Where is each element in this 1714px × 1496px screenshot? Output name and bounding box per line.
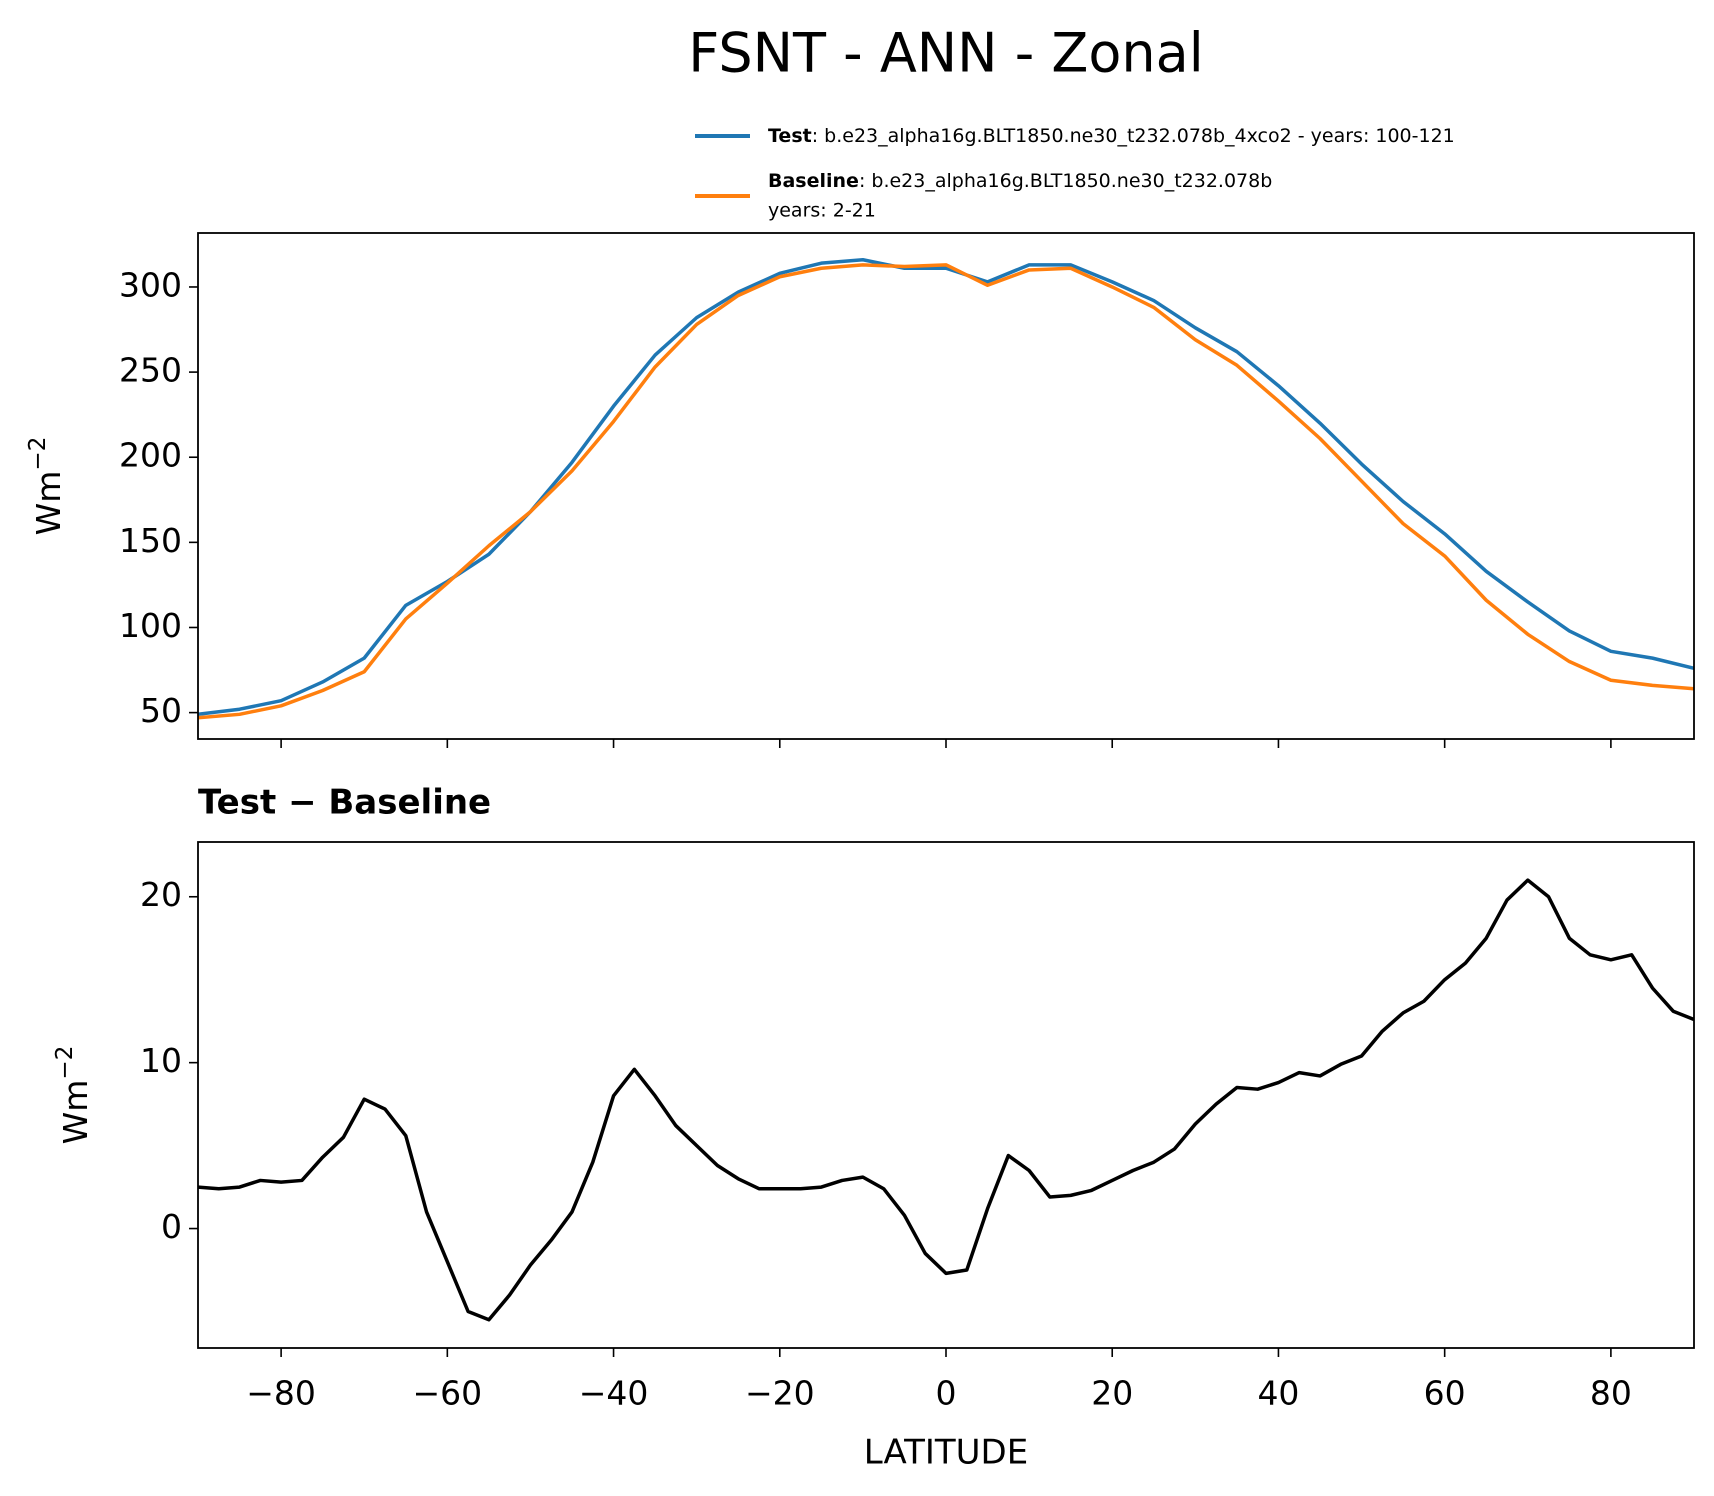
y-axis-label-base: Wm (29, 471, 68, 536)
x-tick-label: −80 (246, 1374, 316, 1413)
figure-title: FSNT - ANN - Zonal (688, 22, 1203, 85)
y-tick-label: 20 (140, 875, 182, 914)
legend-label: Test: b.e23_alpha16g.BLT1850.ne30_t232.0… (768, 125, 1455, 147)
x-tick-label: 20 (1091, 1374, 1133, 1413)
legend-label: Baseline: b.e23_alpha16g.BLT1850.ne30_t2… (768, 170, 1272, 192)
data-line (198, 878, 1694, 1322)
axes-frame (197, 841, 1695, 1349)
legend-description: : b.e23_alpha16g.BLT1850.ne30_t232.078b (859, 170, 1272, 192)
x-tick-label: 0 (936, 1374, 957, 1413)
y-axis-label-sup: −2 (52, 1046, 78, 1080)
data-line (198, 263, 1694, 720)
y-tick-label: 100 (119, 606, 182, 645)
data-line (198, 257, 1694, 717)
x-tick-label: −60 (413, 1374, 483, 1413)
y-axis-label: Wm−2 (52, 1046, 95, 1145)
y-tick-label: 300 (119, 265, 182, 304)
legend-name: Baseline (768, 170, 859, 192)
x-tick-label: −40 (579, 1374, 649, 1413)
x-tick-label: −20 (745, 1374, 815, 1413)
y-axis-label-base: Wm (56, 1080, 95, 1145)
legend-name: Test (768, 125, 812, 147)
x-tick-label: 40 (1257, 1374, 1299, 1413)
y-tick-label: 250 (119, 351, 182, 390)
x-tick-label: 60 (1424, 1374, 1466, 1413)
y-tick-label: 200 (119, 436, 182, 475)
legend-description: years: 2-21 (768, 200, 876, 222)
x-axis-label: LATITUDE (864, 1433, 1028, 1473)
x-tick-label: 80 (1590, 1374, 1632, 1413)
y-tick-label: 150 (119, 521, 182, 560)
legend-description: : b.e23_alpha16g.BLT1850.ne30_t232.078b_… (812, 125, 1455, 147)
y-tick-label: 50 (140, 691, 182, 730)
panel-title: Test − Baseline (198, 783, 491, 823)
y-tick-label: 10 (140, 1041, 182, 1080)
y-axis-label: Wm−2 (25, 437, 68, 536)
y-tick-label: 0 (161, 1207, 182, 1246)
axes-frame (197, 232, 1695, 740)
y-axis-label-sup: −2 (25, 437, 51, 471)
